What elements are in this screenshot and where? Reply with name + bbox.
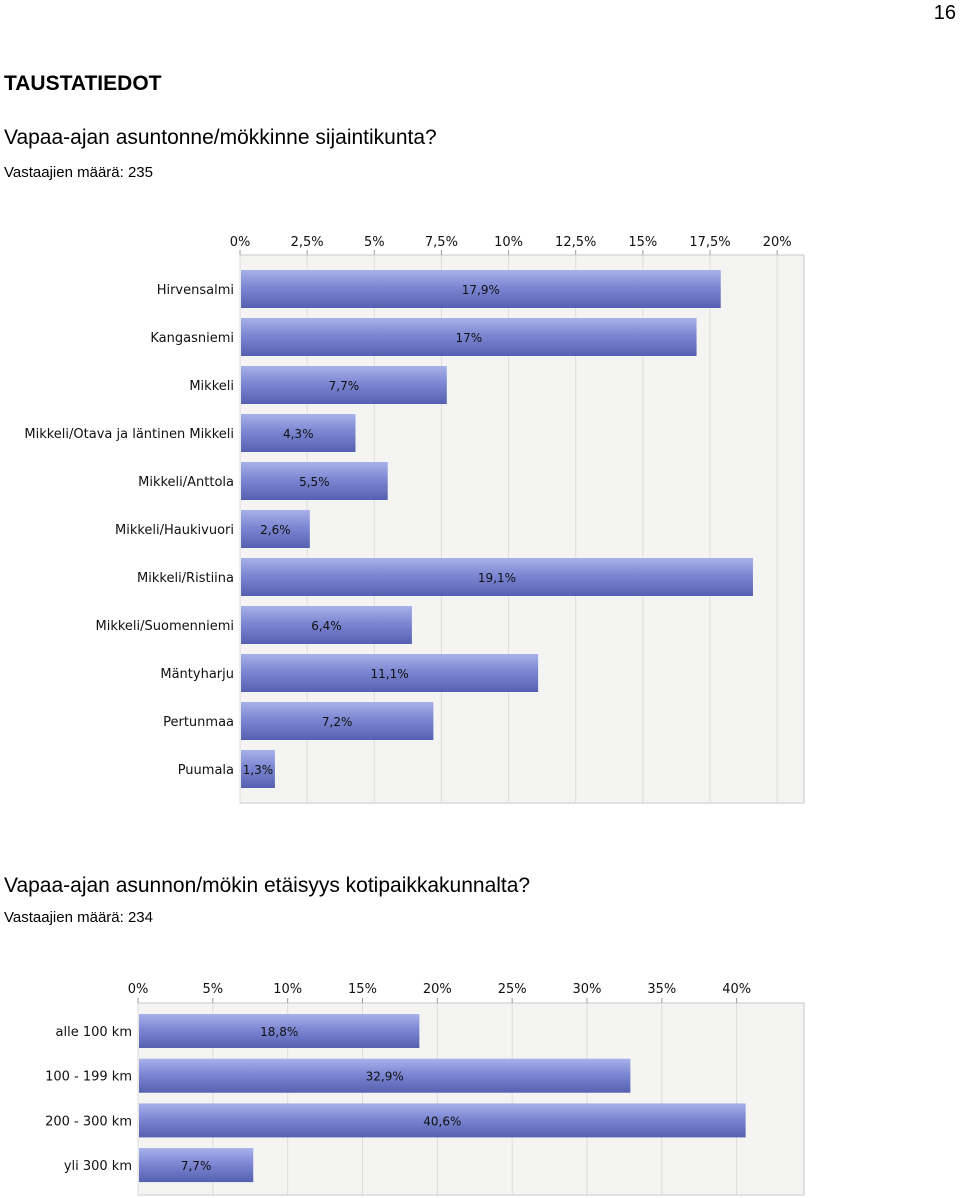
data-label: 17,9% xyxy=(462,283,500,297)
bar xyxy=(241,366,447,404)
data-label: 4,3% xyxy=(283,427,314,441)
category-label: yli 300 km xyxy=(64,1159,132,1174)
bar xyxy=(241,462,388,500)
tick-label: 35% xyxy=(647,982,676,997)
tick-label: 30% xyxy=(573,982,602,997)
data-label: 18,8% xyxy=(260,1025,298,1039)
tick-label: 7,5% xyxy=(425,235,458,250)
tick-label: 10% xyxy=(494,235,523,250)
data-label: 17% xyxy=(455,331,482,345)
bar xyxy=(241,606,412,644)
page-number: 16 xyxy=(933,2,956,24)
bar xyxy=(139,1014,420,1048)
tick-label: 5% xyxy=(364,235,385,250)
bar xyxy=(241,558,753,596)
tick-label: 25% xyxy=(498,982,527,997)
category-label: Mikkeli/Otava ja läntinen Mikkeli xyxy=(24,427,234,442)
bar xyxy=(241,510,310,548)
tick-label: 12,5% xyxy=(555,235,596,250)
bar xyxy=(241,654,539,692)
tick-label: 17,5% xyxy=(689,235,730,250)
category-label: Mikkeli xyxy=(189,379,234,394)
tick-label: 40% xyxy=(722,982,751,997)
data-label: 19,1% xyxy=(478,571,516,585)
category-label: 200 - 300 km xyxy=(45,1114,132,1129)
category-label: Mäntyharju xyxy=(160,667,234,682)
data-label: 1,3% xyxy=(243,763,274,777)
tick-label: 10% xyxy=(273,982,302,997)
question-2-title: Vapaa-ajan asunnon/mökin etäisyys kotipa… xyxy=(4,874,531,897)
data-label: 11,1% xyxy=(370,667,408,681)
data-label: 32,9% xyxy=(366,1070,404,1084)
category-label: Mikkeli/Anttola xyxy=(138,475,234,490)
question-2-respondents: Vastaajien määrä: 234 xyxy=(4,909,153,926)
distance-bar-chart: 0% 5% 10% 15% 20% 25% 30% 35% 40% alle 100 km 18,8… xyxy=(45,982,805,1196)
tick-label: 15% xyxy=(348,982,377,997)
bar xyxy=(241,318,697,356)
question-1-respondents: Vastaajien määrä: 235 xyxy=(4,164,153,181)
category-label: Mikkeli/Haukivuori xyxy=(115,523,234,538)
bar xyxy=(139,1058,631,1093)
section-title: TAUSTATIEDOT xyxy=(4,72,162,95)
data-label: 7,2% xyxy=(322,715,353,729)
bar xyxy=(139,1148,254,1183)
category-label: 100 - 199 km xyxy=(45,1070,132,1085)
tick-label: 15% xyxy=(628,235,657,250)
category-label: Mikkeli/Ristiina xyxy=(137,571,234,586)
question-1-title: Vapaa-ajan asuntonne/mökkinne sijaintiku… xyxy=(4,126,437,149)
bar xyxy=(139,1103,746,1138)
data-label: 7,7% xyxy=(181,1159,212,1173)
bar xyxy=(241,270,721,308)
category-label: Mikkeli/Suomenniemi xyxy=(96,619,235,634)
category-label: Pertunmaa xyxy=(163,715,234,730)
location-bar-chart: 0% 2,5% 5% 7,5% 10% 12,5% 15% 17,5% 20% Hirvensal… xyxy=(24,235,805,804)
category-label: Hirvensalmi xyxy=(157,283,234,298)
tick-label: 2,5% xyxy=(291,235,324,250)
category-label: alle 100 km xyxy=(56,1025,132,1040)
tick-label: 20% xyxy=(763,235,792,250)
bar xyxy=(241,414,356,452)
data-label: 7,7% xyxy=(329,379,360,393)
bar xyxy=(241,702,434,740)
data-label: 40,6% xyxy=(423,1114,461,1128)
tick-label: 20% xyxy=(423,982,452,997)
data-label: 2,6% xyxy=(260,523,291,537)
category-label: Puumala xyxy=(178,763,234,778)
bar xyxy=(241,750,275,788)
category-label: Kangasniemi xyxy=(150,331,234,346)
tick-label: 5% xyxy=(203,982,224,997)
data-label: 6,4% xyxy=(311,619,342,633)
tick-label: 0% xyxy=(128,982,149,997)
data-label: 5,5% xyxy=(299,475,330,489)
tick-label: 0% xyxy=(230,235,251,250)
